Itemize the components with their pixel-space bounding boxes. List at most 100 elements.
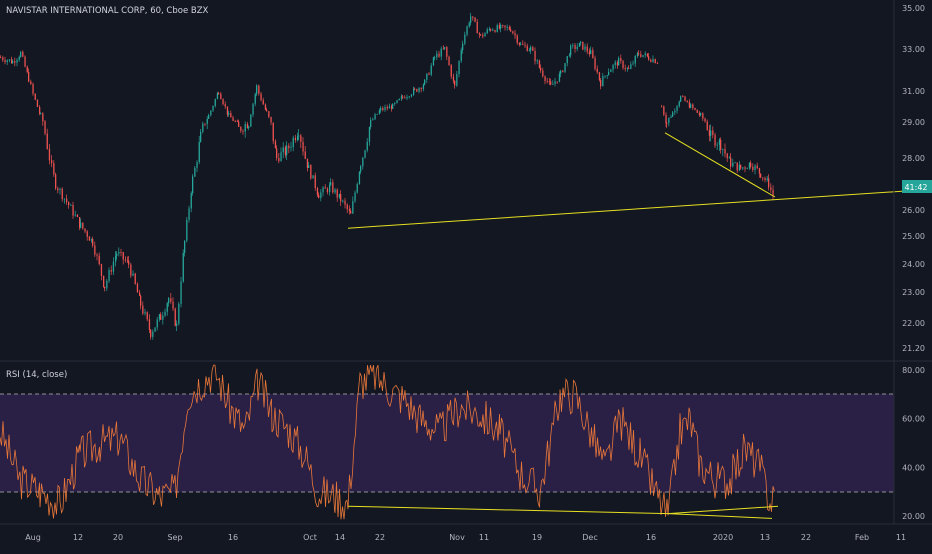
candle-body bbox=[198, 142, 200, 163]
candle-body bbox=[756, 165, 758, 169]
candle-body bbox=[218, 93, 220, 94]
candle-body bbox=[380, 108, 382, 111]
candle-body bbox=[180, 281, 182, 304]
candle-body bbox=[674, 110, 676, 113]
candle-body bbox=[744, 167, 746, 169]
candle-body bbox=[634, 55, 636, 64]
price-tick-label: 25.00 bbox=[902, 232, 925, 241]
time-tick-label: 16 bbox=[228, 533, 238, 542]
last-price-label: 41:42 bbox=[902, 180, 932, 193]
candle-body bbox=[678, 101, 680, 107]
candle-body bbox=[624, 67, 626, 69]
candle-body bbox=[510, 29, 512, 32]
candle-body bbox=[292, 137, 294, 148]
candle-body bbox=[294, 137, 297, 141]
candle-body bbox=[474, 17, 476, 22]
candle-body bbox=[764, 178, 766, 180]
candle-body bbox=[648, 56, 650, 60]
price-trendlines bbox=[347, 132, 932, 229]
candle-body bbox=[57, 188, 59, 191]
candle-body bbox=[324, 187, 326, 189]
candle-body bbox=[496, 25, 498, 32]
candle-body bbox=[584, 46, 586, 50]
candle-body bbox=[720, 139, 722, 150]
candle-body bbox=[330, 182, 332, 185]
candle-body bbox=[413, 88, 415, 95]
candle-body bbox=[140, 295, 142, 306]
candle-body bbox=[108, 270, 110, 281]
candle-body bbox=[490, 29, 492, 31]
candle-body bbox=[661, 106, 663, 108]
candle-body bbox=[104, 286, 106, 289]
symbol-title: NAVISTAR INTERNATIONAL CORP, 60, Cboe BZ… bbox=[6, 6, 209, 16]
candle-body bbox=[506, 27, 508, 29]
candle-body bbox=[478, 33, 481, 35]
candle-body bbox=[340, 193, 342, 202]
candle-body bbox=[752, 166, 754, 170]
candle-body bbox=[156, 319, 158, 328]
candle-body bbox=[34, 93, 36, 100]
candle-body bbox=[404, 97, 406, 99]
candle-body bbox=[124, 259, 127, 261]
candle-body bbox=[286, 145, 288, 156]
candle-body bbox=[374, 114, 376, 120]
candle-body bbox=[166, 303, 168, 312]
time-axis[interactable]: Aug 12 20 Sep 16 Oct 14 22 Nov 11 19 Dec 16 2020 13 22 F… bbox=[25, 533, 906, 542]
candle-body bbox=[32, 84, 34, 94]
candle-body bbox=[526, 45, 528, 52]
candle-body bbox=[568, 55, 571, 57]
candle-body bbox=[208, 115, 210, 119]
candle-body bbox=[532, 47, 534, 51]
price-tick-label: 26.00 bbox=[902, 206, 925, 215]
time-tick-label: Sep bbox=[167, 533, 182, 542]
candle-body bbox=[706, 121, 708, 130]
candle-body bbox=[770, 187, 772, 190]
candle-body bbox=[214, 99, 216, 106]
candle-body bbox=[80, 222, 82, 228]
candle-body bbox=[376, 113, 378, 115]
candle-body bbox=[130, 264, 132, 276]
rsi-axis[interactable]: 80.00 60.00 40.00 20.00 bbox=[902, 366, 925, 521]
price-tick-label: 22.00 bbox=[902, 319, 925, 328]
candle-body bbox=[458, 60, 460, 75]
candle-body bbox=[748, 162, 751, 169]
candle-body bbox=[716, 144, 718, 146]
candle-body bbox=[446, 47, 448, 57]
candle-body bbox=[518, 42, 521, 45]
candle-body bbox=[200, 131, 202, 143]
candle-body bbox=[686, 101, 688, 102]
candle-body bbox=[692, 104, 694, 108]
rsi-tick-label: 80.00 bbox=[902, 366, 925, 375]
candle-body bbox=[560, 70, 562, 74]
candle-body bbox=[656, 63, 659, 64]
candle-body bbox=[139, 292, 141, 296]
candle-body bbox=[270, 116, 272, 123]
candle-body bbox=[746, 168, 748, 170]
time-tick-label: Dec bbox=[582, 533, 597, 542]
candle-body bbox=[556, 81, 558, 83]
candle-body bbox=[358, 171, 361, 185]
candle-body bbox=[148, 319, 151, 330]
candle-body bbox=[322, 187, 324, 193]
candle-body bbox=[232, 117, 234, 121]
candle-body bbox=[450, 65, 452, 77]
candle-body bbox=[504, 25, 506, 28]
candle-body bbox=[454, 80, 456, 86]
candle-body bbox=[36, 99, 39, 107]
candle-body bbox=[336, 189, 338, 198]
candle-body bbox=[297, 136, 299, 141]
candle-body bbox=[522, 43, 524, 45]
candle-body bbox=[406, 96, 408, 99]
candle-body bbox=[724, 149, 726, 154]
candle-body bbox=[342, 200, 344, 202]
price-axis[interactable]: 35.00 33.00 31.00 29.00 28.00 26.00 25.00 24.00… bbox=[902, 4, 925, 353]
candle-body bbox=[606, 75, 608, 76]
candle-body bbox=[536, 60, 538, 62]
price-candles bbox=[0, 12, 774, 340]
candle-body bbox=[586, 46, 588, 52]
candle-body bbox=[288, 145, 290, 148]
candle-body bbox=[494, 30, 496, 32]
candle-body bbox=[736, 162, 738, 171]
candle-body bbox=[300, 135, 302, 142]
candle-body bbox=[466, 26, 468, 35]
